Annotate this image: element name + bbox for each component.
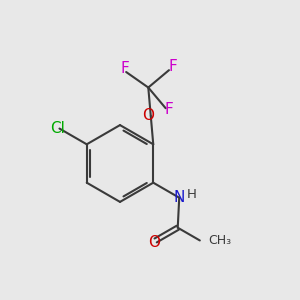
Text: H: H	[187, 188, 197, 201]
Text: N: N	[173, 190, 185, 205]
Text: F: F	[165, 102, 174, 117]
Text: O: O	[142, 108, 154, 123]
Text: F: F	[168, 59, 177, 74]
Text: Cl: Cl	[50, 121, 64, 136]
Text: CH₃: CH₃	[208, 234, 231, 247]
Text: O: O	[148, 236, 160, 250]
Text: F: F	[120, 61, 129, 76]
